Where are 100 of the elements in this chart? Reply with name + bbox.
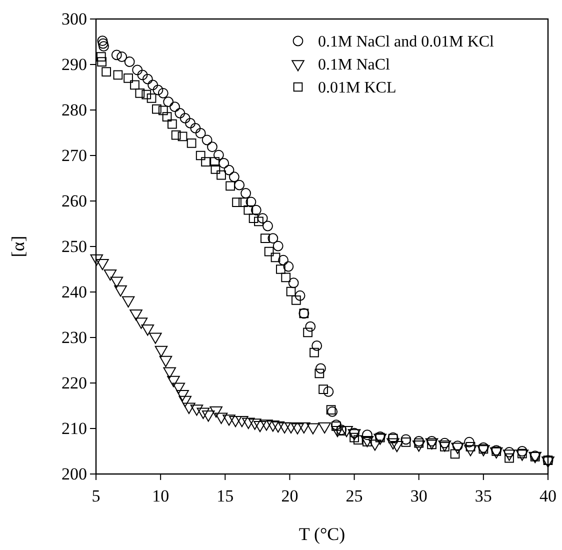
point [278, 422, 291, 434]
point [146, 93, 156, 103]
point [163, 367, 176, 378]
point [102, 67, 112, 76]
point [210, 157, 220, 167]
point [159, 356, 172, 368]
point [176, 390, 189, 402]
point [232, 198, 242, 208]
point [210, 164, 220, 174]
point [141, 324, 154, 336]
point [135, 88, 145, 98]
point [171, 130, 181, 140]
point [196, 150, 206, 160]
x-tick-label: 40 [540, 486, 556, 506]
x-tick-label: 25 [346, 486, 363, 506]
x-axis-title: T (°C) [298, 524, 346, 544]
x-tick-label: 20 [281, 486, 298, 506]
legend-label: 0.1M NaCl and 0.01M KCl [318, 34, 495, 51]
legend-label: 0.01M KCL [318, 80, 396, 97]
point [178, 396, 192, 408]
point [110, 276, 124, 288]
point [210, 406, 222, 418]
point [348, 429, 361, 440]
point [248, 418, 262, 430]
x-tick-label: 35 [474, 486, 492, 506]
y-tick-label: 200 [62, 464, 87, 484]
point [222, 414, 236, 426]
y-tick-label: 240 [62, 282, 87, 302]
point [90, 254, 104, 266]
point [368, 440, 382, 451]
point [113, 70, 123, 80]
x-tick-label: 10 [152, 486, 170, 506]
point [104, 269, 117, 281]
y-tick-label: 270 [62, 146, 87, 165]
x-tick-label: 5 [92, 486, 100, 506]
point [291, 423, 304, 434]
y-tick-label: 260 [62, 191, 87, 210]
y-tick-label: 250 [62, 236, 87, 256]
point [318, 422, 331, 434]
y-tick-label: 280 [62, 100, 87, 120]
point [254, 216, 264, 226]
point [202, 410, 215, 422]
point [114, 285, 127, 297]
point [298, 422, 310, 434]
y-tick-label: 290 [62, 54, 87, 74]
point [238, 198, 248, 208]
point [97, 57, 106, 66]
legend-label: 0.1M NaCl [318, 56, 391, 74]
point [168, 119, 177, 129]
point [167, 376, 180, 388]
point [291, 296, 301, 305]
point [270, 252, 280, 262]
point [226, 181, 235, 191]
point [190, 404, 204, 416]
point [96, 52, 106, 62]
point [248, 214, 258, 223]
point [122, 296, 135, 308]
point [264, 246, 274, 256]
point [158, 106, 168, 116]
point [242, 418, 255, 429]
x-tick-label: 30 [410, 486, 428, 506]
point [266, 420, 280, 432]
x-tick-label: 15 [216, 486, 234, 506]
point [201, 157, 210, 167]
point [178, 132, 188, 142]
point [186, 138, 196, 148]
point [386, 438, 400, 450]
point [130, 80, 140, 90]
point [152, 104, 162, 114]
point [502, 450, 516, 461]
point [286, 286, 296, 296]
y-tick-label: 210 [62, 418, 87, 438]
y-tick-label: 230 [62, 328, 87, 347]
point [142, 90, 152, 100]
point [196, 408, 210, 419]
point [124, 73, 133, 83]
point [331, 426, 344, 438]
point [284, 422, 298, 434]
point [306, 423, 320, 434]
point [314, 368, 324, 378]
point [182, 402, 196, 414]
point [318, 384, 328, 394]
point [340, 426, 353, 438]
point [272, 421, 284, 433]
point [236, 416, 248, 428]
y-tick-label: 300 [62, 9, 87, 28]
point [464, 445, 477, 456]
point [276, 264, 286, 274]
point [96, 258, 109, 270]
point [149, 332, 162, 344]
point [390, 440, 404, 452]
point [162, 112, 172, 122]
point [130, 309, 142, 321]
y-axis-title: [α] [8, 236, 28, 258]
point [412, 440, 426, 452]
point [134, 318, 148, 329]
point [326, 405, 336, 415]
point [298, 308, 310, 319]
point [216, 170, 226, 180]
point [229, 416, 242, 428]
